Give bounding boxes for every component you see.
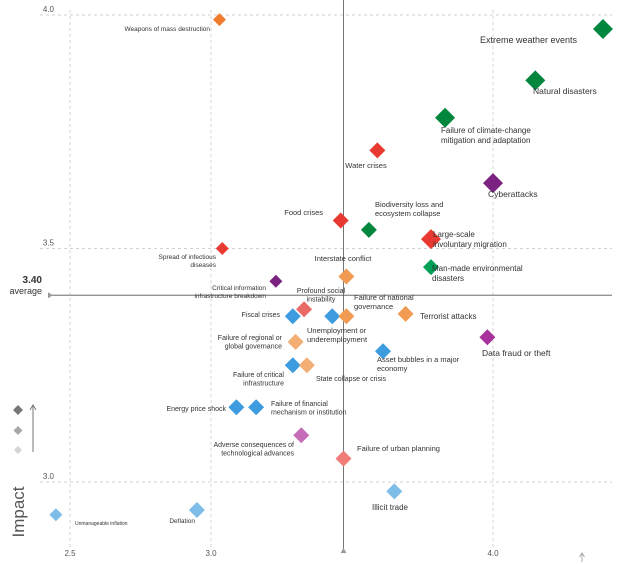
risk-label: Weapons of mass destruction <box>124 26 210 33</box>
risk-label: Energy price shock <box>166 406 226 413</box>
risk-point[interactable] <box>296 301 313 318</box>
risk-label: Unmanageable inflation <box>75 521 128 527</box>
risk-label: Data fraud or theft <box>482 348 551 358</box>
legend-diamond-large <box>13 405 23 415</box>
risk-label: Terrorist attacks <box>420 312 476 321</box>
y-axis-label: Impact <box>9 486 28 537</box>
risk-point[interactable] <box>215 242 229 255</box>
y-tick-label: 4.0 <box>43 5 55 14</box>
y-tick-label: 3.5 <box>43 239 55 248</box>
risk-label: Critical information infrastructure break… <box>194 285 266 300</box>
risk-label: Food crises <box>284 208 323 217</box>
risk-label: Extreme weather events <box>480 35 578 45</box>
risk-point[interactable] <box>483 173 503 194</box>
average-text-label: average <box>9 286 42 296</box>
risk-label: Interstate conflict <box>315 254 373 263</box>
risk-label: Biodiversity loss and ecosystem collapse <box>375 200 443 218</box>
risk-label: Natural disasters <box>533 86 597 96</box>
risk-point[interactable] <box>324 308 341 325</box>
risk-label: Failure of urban planning <box>357 444 440 453</box>
risk-point[interactable] <box>188 502 205 519</box>
risk-label: Spread of infectious diseases <box>159 254 217 269</box>
x-axis-arrow-icon <box>579 552 585 562</box>
risk-label: Failure of climate-change mitigation and … <box>441 126 531 145</box>
average-lines <box>48 0 612 553</box>
risk-label: Failure of regional or global governance <box>218 335 283 351</box>
risk-label: Failure of critical infrastructure <box>233 372 284 388</box>
risk-point[interactable] <box>335 450 352 467</box>
risk-label: Profound social instability <box>297 288 346 304</box>
legend-diamond-medium <box>13 426 23 435</box>
risk-point[interactable] <box>293 427 310 444</box>
average-x-marker <box>340 548 347 553</box>
risk-label: Unemployment or underemployment <box>307 326 368 344</box>
risk-point[interactable] <box>435 107 456 128</box>
risk-point[interactable] <box>420 229 441 250</box>
risk-labels: Extreme weather events Natural disasters F… <box>75 26 597 527</box>
risk-label: Illicit trade <box>372 503 409 512</box>
risk-points <box>49 13 613 522</box>
risk-label: Fiscal crises <box>241 312 280 319</box>
risk-label: Deflation <box>169 518 195 525</box>
risk-point[interactable] <box>386 483 403 500</box>
y-tick-label: 3.0 <box>43 472 55 481</box>
risk-label: Failure of national governance <box>354 293 414 311</box>
risk-point[interactable] <box>332 212 349 229</box>
legend-diamond-small <box>14 446 22 454</box>
risk-point[interactable] <box>479 329 496 346</box>
risk-point[interactable] <box>375 343 392 360</box>
axis-ticks: 2.53.04.04.53.03.54.0 <box>43 5 499 558</box>
risk-label: Man-made environmental disasters <box>432 264 523 283</box>
x-tick-label: 4.0 <box>487 549 499 558</box>
x-tick-label: 2.5 <box>64 549 76 558</box>
risk-point[interactable] <box>269 274 283 288</box>
risk-point[interactable] <box>525 70 546 91</box>
average-y-marker <box>48 292 53 299</box>
risk-point[interactable] <box>49 508 63 522</box>
risk-point[interactable] <box>284 308 301 325</box>
risk-point[interactable] <box>228 399 245 416</box>
risk-point[interactable] <box>369 142 386 159</box>
risk-label: Failure of financial mechanism or institu… <box>271 401 347 417</box>
risk-label: Large-scale involuntary migration <box>433 230 507 249</box>
x-tick-label: 3.0 <box>205 549 217 558</box>
risk-point[interactable] <box>284 357 301 374</box>
risk-point[interactable] <box>338 268 355 285</box>
risk-point[interactable] <box>360 221 377 238</box>
risk-label: State collapse or crisis <box>316 376 387 383</box>
risk-label: Cyberattacks <box>488 189 538 199</box>
risk-point[interactable] <box>592 19 613 40</box>
risk-point[interactable] <box>422 259 439 276</box>
risk-point[interactable] <box>397 305 414 322</box>
risk-point[interactable] <box>248 399 265 416</box>
grid-lines <box>40 10 612 548</box>
risk-label: Asset bubbles in a major economy <box>377 355 460 373</box>
risk-point[interactable] <box>212 13 226 27</box>
risk-point[interactable] <box>298 357 315 374</box>
legend-arrow-icon <box>29 404 37 452</box>
risk-point[interactable] <box>287 333 304 350</box>
risk-label: Adverse consequences of technological adv… <box>213 442 294 458</box>
average-value-label: 3.40 <box>23 275 43 286</box>
risk-point[interactable] <box>338 308 355 325</box>
risk-label: Water crises <box>345 161 387 170</box>
impact-legend <box>13 404 37 454</box>
